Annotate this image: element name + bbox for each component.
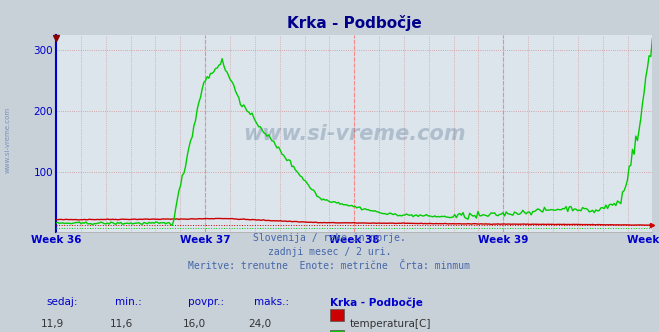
Text: www.si-vreme.com: www.si-vreme.com bbox=[243, 124, 465, 144]
Text: sedaj:: sedaj: bbox=[46, 297, 78, 307]
Text: 24,0: 24,0 bbox=[248, 319, 272, 329]
Text: Slovenija / reke in morje.: Slovenija / reke in morje. bbox=[253, 233, 406, 243]
Text: www.si-vreme.com: www.si-vreme.com bbox=[5, 106, 11, 173]
Text: zadnji mesec / 2 uri.: zadnji mesec / 2 uri. bbox=[268, 247, 391, 257]
Text: Krka - Podbočje: Krka - Podbočje bbox=[330, 297, 422, 308]
Title: Krka - Podbočje: Krka - Podbočje bbox=[287, 15, 422, 31]
Text: temperatura[C]: temperatura[C] bbox=[349, 319, 431, 329]
Text: maks.:: maks.: bbox=[254, 297, 289, 307]
Text: 16,0: 16,0 bbox=[183, 319, 206, 329]
Text: 11,9: 11,9 bbox=[41, 319, 65, 329]
Text: Meritve: trenutne  Enote: metrične  Črta: minmum: Meritve: trenutne Enote: metrične Črta: … bbox=[188, 261, 471, 271]
Text: povpr.:: povpr.: bbox=[188, 297, 224, 307]
Text: min.:: min.: bbox=[115, 297, 142, 307]
Text: 11,6: 11,6 bbox=[110, 319, 134, 329]
